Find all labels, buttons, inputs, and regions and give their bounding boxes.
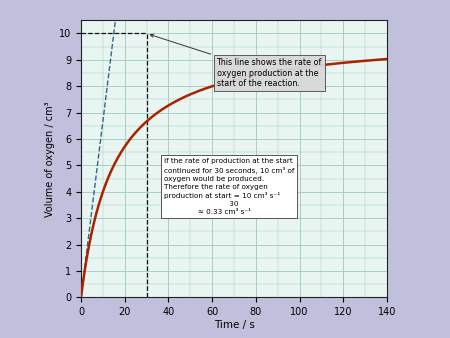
Text: This line shows the rate of
oxygen production at the
start of the reaction.: This line shows the rate of oxygen produ… (150, 34, 322, 88)
Text: If the rate of production at the start
continued for 30 seconds, 10 cm³ of
oxyge: If the rate of production at the start c… (164, 158, 294, 215)
X-axis label: Time / s: Time / s (214, 320, 254, 330)
Y-axis label: Volume of oxygen / cm³: Volume of oxygen / cm³ (45, 101, 55, 217)
